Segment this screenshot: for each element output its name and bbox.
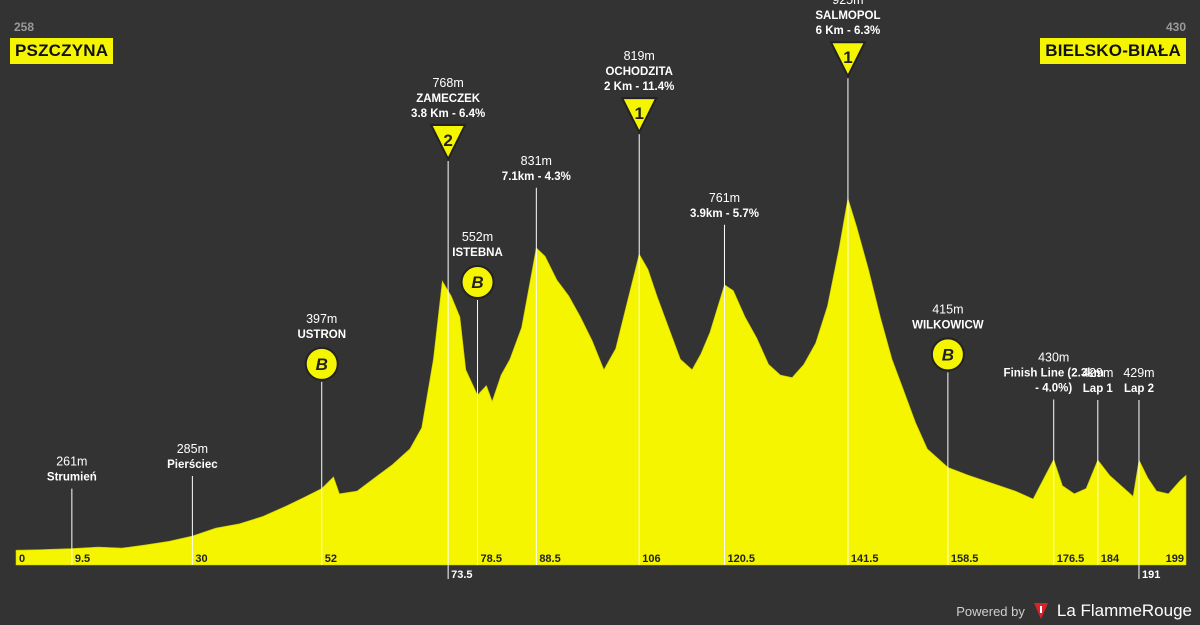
point-name: SALMOPOL <box>815 10 880 22</box>
point-detail: 7.1km - 4.3% <box>502 171 571 183</box>
point-name: Finish Line (2.3km <box>1004 367 1104 379</box>
km-tick-label: 120.5 <box>727 553 755 565</box>
bonus-sprint-icon <box>304 346 339 381</box>
point-elevation: 925m <box>832 0 863 7</box>
km-tick-label: 199 <box>1166 553 1184 565</box>
point-elevation: 552m <box>462 230 493 244</box>
point-name: ZAMECZEK <box>416 93 481 105</box>
km-tick-label: 52 <box>325 553 337 565</box>
point-elevation: 429m <box>1082 366 1113 380</box>
point-elevation: 819m <box>624 49 655 63</box>
point-name: Strumień <box>47 472 97 484</box>
point-elevation: 285m <box>177 442 208 456</box>
bonus-sprint-icon <box>930 337 965 372</box>
point-elevation: 430m <box>1038 350 1069 364</box>
brand-name: La FlammeRouge <box>1056 601 1192 620</box>
point-elevation: 768m <box>432 76 463 90</box>
point-elevation: 261m <box>56 455 87 469</box>
km-tick-label: 141.5 <box>851 553 879 565</box>
finish-city-label: BIELSKO-BIAŁA <box>1040 38 1186 64</box>
point-detail: 2 Km - 11.4% <box>604 81 674 93</box>
point-detail: 3.9km - 5.7% <box>690 208 759 220</box>
climb-category-label: 1 <box>634 104 643 123</box>
point-detail: 3.8 Km - 6.4% <box>411 108 485 120</box>
point-elevation: 831m <box>521 154 552 168</box>
point-elevation: 761m <box>709 191 740 205</box>
start-elevation: 258 <box>14 20 35 34</box>
start-city-label: PSZCZYNA <box>10 38 114 64</box>
point-elevation: 397m <box>306 312 337 326</box>
point-name: Lap 1 <box>1083 383 1114 395</box>
point-detail: 6 Km - 6.3% <box>816 25 881 37</box>
point-name: Pierściec <box>167 459 218 471</box>
km-tick-label: 191 <box>1142 569 1160 581</box>
climb-category-label: 1 <box>843 48 852 67</box>
km-tick-label: 0 <box>19 553 25 565</box>
point-detail: - 4.0%) <box>1035 382 1072 394</box>
footer: Powered by La FlammeRouge <box>956 601 1192 621</box>
point-name: USTRON <box>297 329 346 341</box>
point-name: OCHODZITA <box>605 66 673 78</box>
km-tick-label: 78.5 <box>481 553 502 565</box>
flamme-rouge-logo-icon <box>1033 603 1048 619</box>
km-tick-label: 88.5 <box>539 553 560 565</box>
finish-elevation: 430 <box>1165 20 1186 34</box>
point-name: Lap 2 <box>1124 383 1154 395</box>
climb-category-label: 2 <box>443 131 452 150</box>
climb-category-icon <box>429 124 467 162</box>
km-tick-label: 106 <box>642 553 660 565</box>
point-elevation: 415m <box>932 302 963 316</box>
point-elevation: 429m <box>1123 366 1154 380</box>
elevation-profile-area <box>15 198 1187 566</box>
climb-category-icon <box>829 41 867 79</box>
bonus-sprint-label: B <box>471 273 483 292</box>
bonus-sprint-label: B <box>316 355 328 374</box>
km-tick-label: 176.5 <box>1057 553 1085 565</box>
climb-category-icon <box>620 97 658 135</box>
km-tick-label: 30 <box>195 553 207 565</box>
km-tick-label: 9.5 <box>75 553 90 565</box>
km-tick-label: 184 <box>1101 553 1120 565</box>
point-name: ISTEBNA <box>452 247 502 259</box>
bonus-sprint-label: B <box>942 345 954 364</box>
km-tick-label: 73.5 <box>451 569 472 581</box>
point-name: WILKOWICW <box>912 319 984 331</box>
km-tick-label: 158.5 <box>951 553 979 565</box>
bonus-sprint-icon <box>460 265 495 300</box>
powered-by-text: Powered by <box>956 603 1025 619</box>
